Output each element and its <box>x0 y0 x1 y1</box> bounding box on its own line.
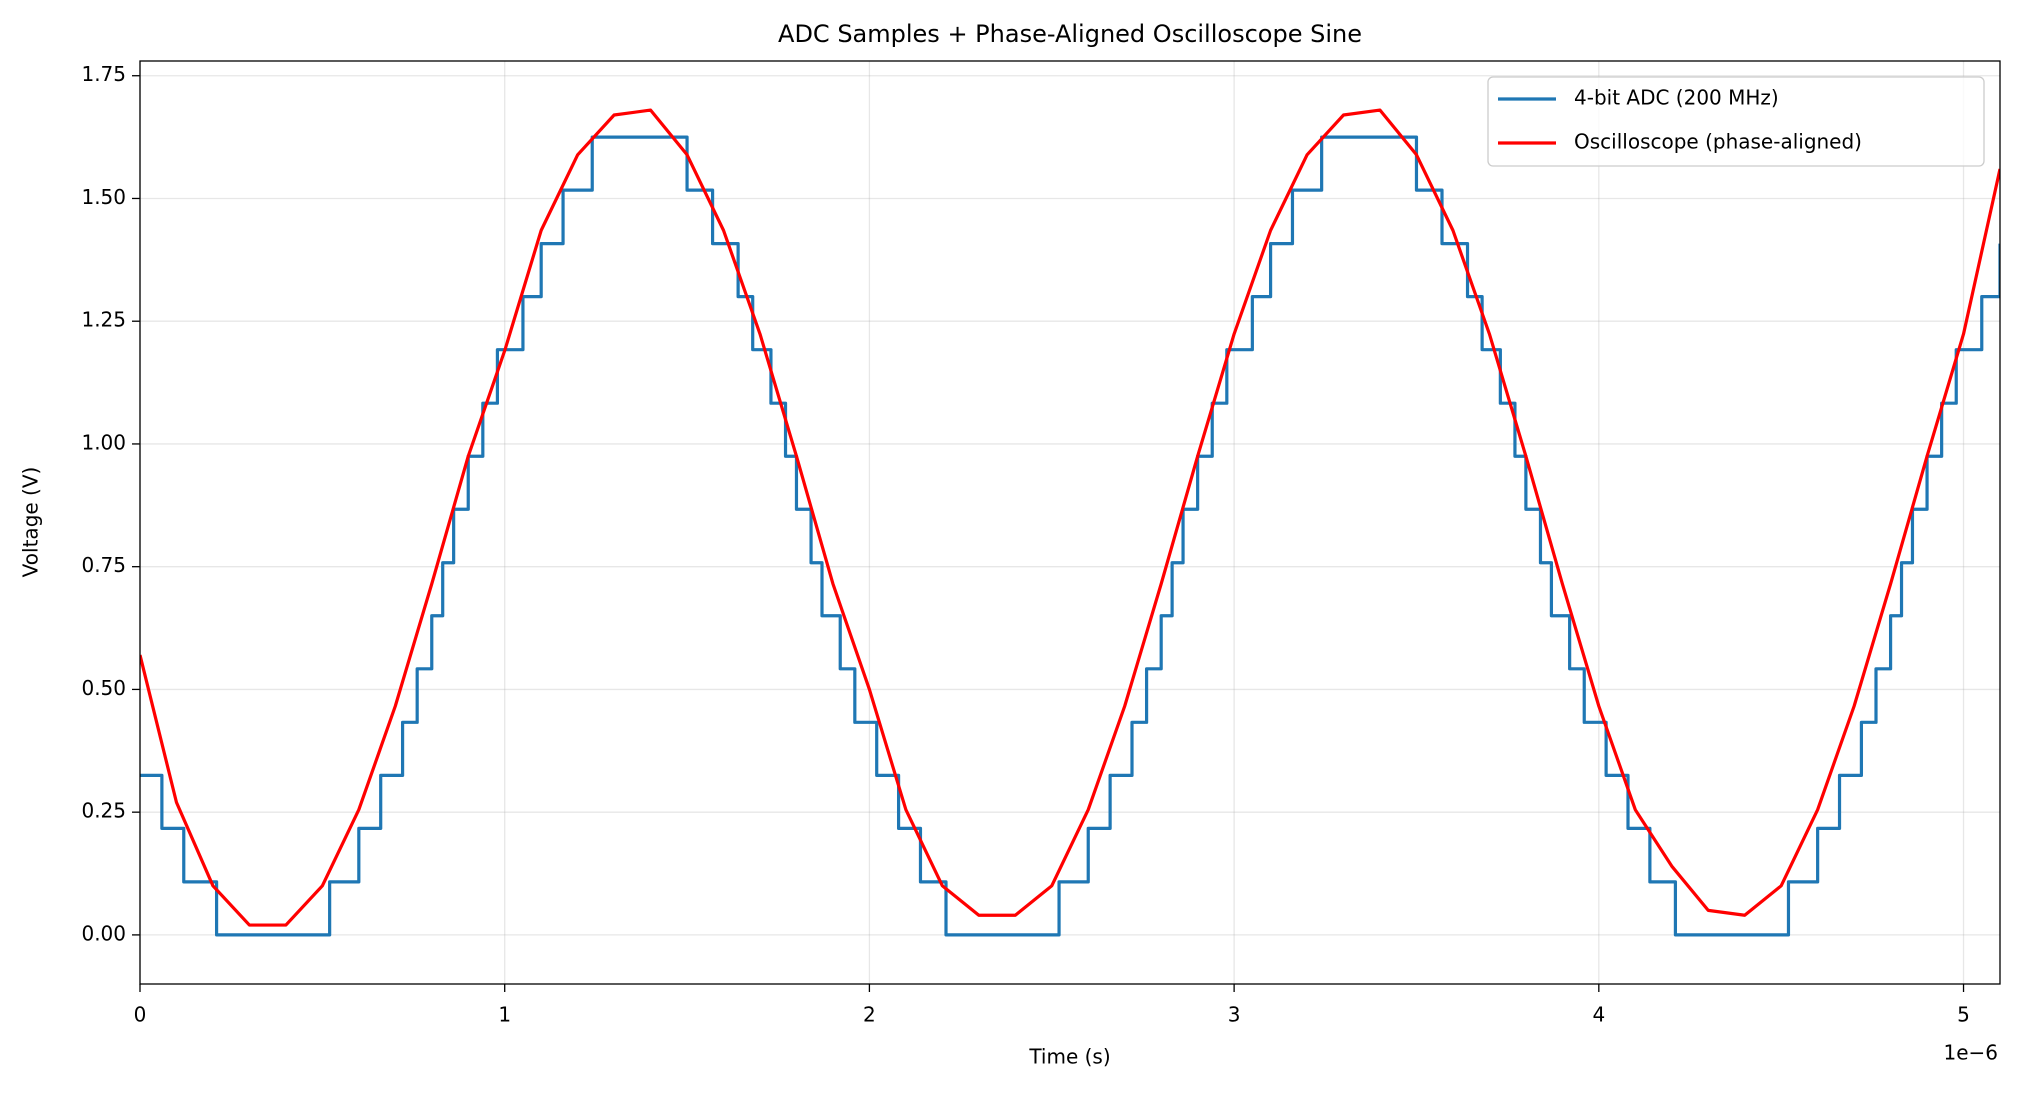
legend-label: Oscilloscope (phase-aligned) <box>1574 130 1862 154</box>
y-axis-label: Voltage (V) <box>19 467 43 578</box>
x-tick-label: 3 <box>1228 1003 1241 1027</box>
y-tick-label: 1.25 <box>81 308 126 332</box>
x-tick-label: 1 <box>498 1003 511 1027</box>
x-axis-label: Time (s) <box>1028 1045 1110 1069</box>
y-tick-label: 0.00 <box>81 921 126 945</box>
x-tick-label: 4 <box>1592 1003 1605 1027</box>
series-line <box>140 108 2000 927</box>
y-tick-label: 1.75 <box>81 62 126 86</box>
x-tick-label: 0 <box>134 1003 147 1027</box>
x-tick-label: 5 <box>1957 1003 1970 1027</box>
plot-frame <box>139 60 2001 985</box>
y-tick-label: 1.50 <box>81 185 126 209</box>
y-tick-label: 1.00 <box>81 430 126 454</box>
legend-box <box>1487 76 1985 167</box>
y-tick-label: 0.25 <box>81 799 126 823</box>
chart-title: ADC Samples + Phase-Aligned Oscilloscope… <box>778 20 1362 48</box>
x-tick-label: 2 <box>863 1003 876 1027</box>
y-tick-label: 0.50 <box>81 676 126 700</box>
series-line <box>140 135 2000 937</box>
y-tick-label: 0.75 <box>81 553 126 577</box>
legend-label: 4-bit ADC (200 MHz) <box>1574 86 1779 110</box>
x-offset-label: 1e−6 <box>1943 1041 1998 1065</box>
